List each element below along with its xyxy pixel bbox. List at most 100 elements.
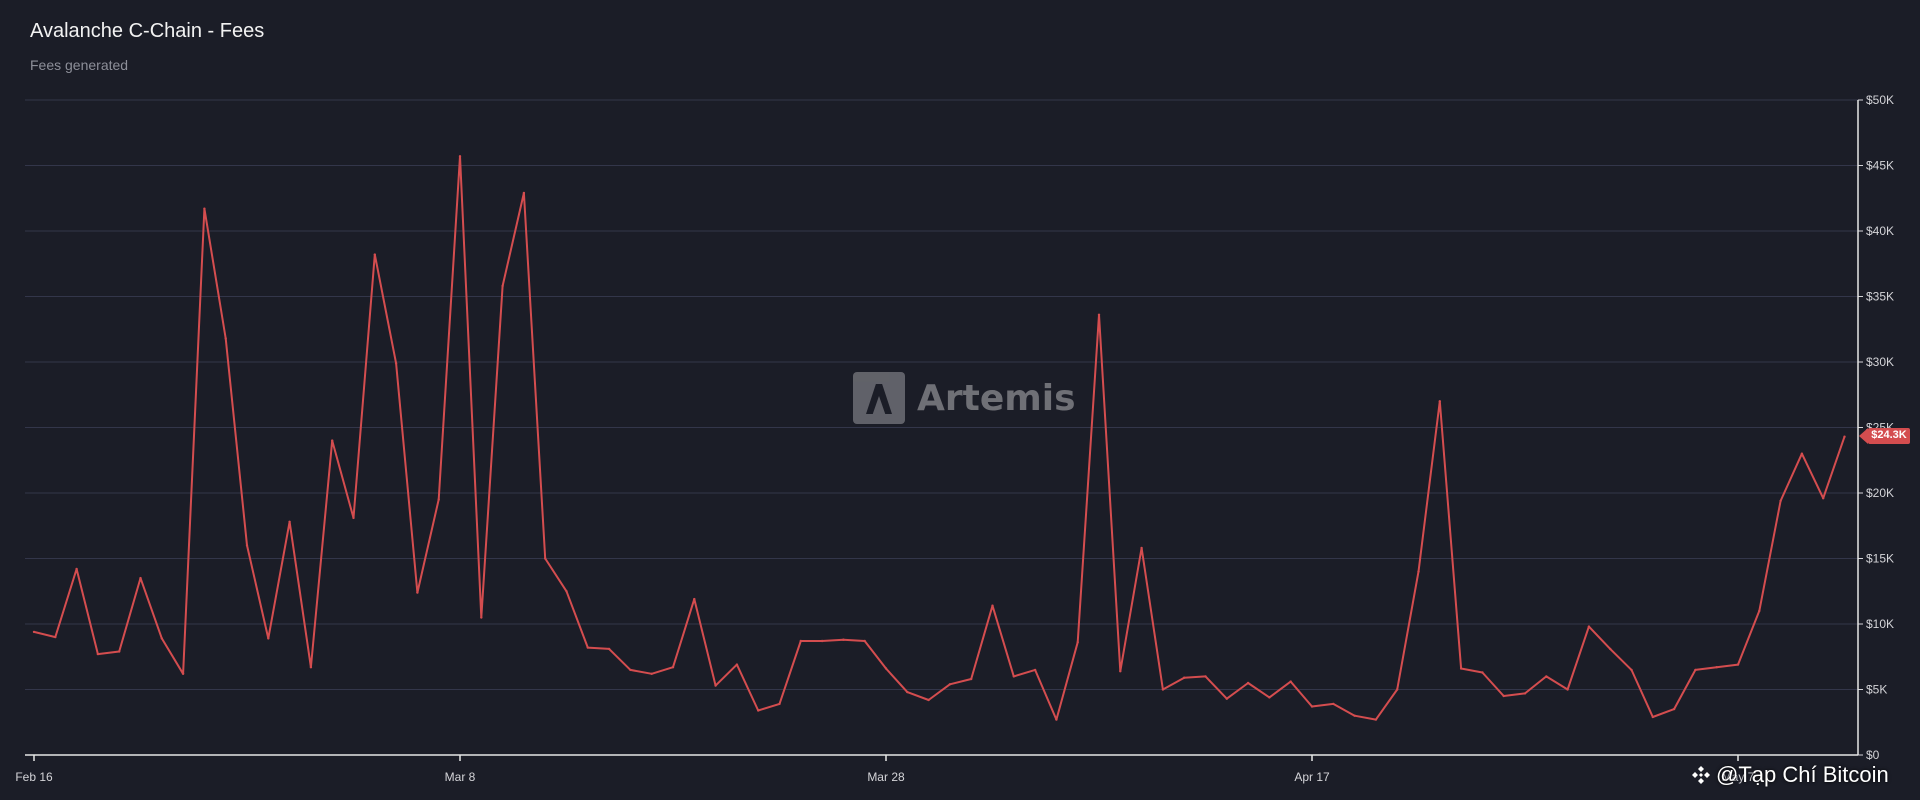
data-point <box>1076 641 1079 644</box>
data-point <box>1438 400 1442 403</box>
data-point <box>1523 692 1527 695</box>
data-point <box>1609 647 1612 651</box>
x-tick-label: Feb 16 <box>15 770 53 784</box>
data-point <box>1822 497 1825 500</box>
data-point <box>1225 697 1229 700</box>
data-point <box>1183 676 1186 679</box>
watermark: Artemis <box>853 372 1076 424</box>
data-point <box>437 498 440 501</box>
data-point <box>607 647 611 651</box>
x-tick-label: Apr 17 <box>1294 770 1330 784</box>
current-value-tag-pointer <box>1859 428 1868 444</box>
data-point <box>970 677 973 681</box>
artemis-logo-icon <box>853 372 905 424</box>
x-tick-label: May 7 <box>1722 770 1755 784</box>
data-point <box>629 668 632 672</box>
data-point <box>160 637 163 640</box>
data-point <box>373 253 376 256</box>
data-point <box>181 672 185 675</box>
data-point <box>1268 696 1271 699</box>
data-point <box>118 650 121 653</box>
data-point <box>288 520 291 523</box>
x-tick-label: Mar 8 <box>445 770 476 784</box>
data-point <box>501 284 504 288</box>
data-point <box>1736 663 1740 666</box>
data-point <box>267 637 270 640</box>
watermark-text: Artemis <box>917 377 1076 419</box>
data-point <box>1481 671 1484 674</box>
data-point <box>394 362 398 365</box>
data-point <box>352 516 355 520</box>
y-tick-label: $0 <box>1866 748 1880 762</box>
current-value-label: $24.3K <box>1871 429 1907 441</box>
data-point <box>650 672 653 675</box>
data-point <box>1694 668 1697 672</box>
data-point <box>820 639 824 643</box>
data-point <box>693 597 696 601</box>
fees-series-line <box>33 155 1846 721</box>
data-point <box>139 576 142 580</box>
y-tick-label: $35K <box>1866 290 1894 304</box>
data-point <box>1119 670 1122 673</box>
data-point <box>1779 499 1782 503</box>
data-point <box>714 684 717 687</box>
y-tick-label: $15K <box>1866 552 1894 566</box>
data-point <box>948 683 952 686</box>
data-point <box>1715 666 1718 669</box>
data-point <box>884 667 888 670</box>
chart-subtitle: Fees generated <box>30 57 129 73</box>
data-point <box>75 567 78 571</box>
data-point <box>1545 675 1548 678</box>
grid-lines <box>25 99 1858 690</box>
data-point <box>671 666 675 669</box>
data-point <box>96 652 100 656</box>
y-tick-label: $40K <box>1866 224 1894 238</box>
data-point <box>735 663 739 666</box>
data-point <box>863 639 866 643</box>
data-point <box>1204 675 1207 678</box>
data-point <box>1630 668 1633 672</box>
data-point <box>757 709 760 712</box>
credit-text: @Tạp Chí Bitcoin <box>1716 762 1889 787</box>
data-point <box>309 666 313 669</box>
data-point <box>991 604 994 607</box>
data-point <box>458 155 462 158</box>
data-point <box>1353 714 1356 717</box>
data-point <box>32 630 36 634</box>
data-point <box>586 646 589 649</box>
data-point <box>1310 705 1314 708</box>
data-point <box>54 635 57 639</box>
axes: $0$5K$10K$15K$20K$25K$30K$35K$40K$45K$50… <box>15 93 1894 784</box>
data-point <box>1758 609 1761 613</box>
data-point <box>224 337 227 340</box>
data-point <box>1161 688 1165 691</box>
data-point <box>565 590 568 593</box>
data-point <box>416 591 419 594</box>
data-point <box>927 698 930 702</box>
data-point <box>480 616 483 619</box>
data-point <box>1502 694 1505 698</box>
y-tick-label: $20K <box>1866 486 1894 500</box>
y-tick-label: $10K <box>1866 617 1894 631</box>
series-layer <box>32 155 1846 721</box>
data-point <box>1097 313 1101 316</box>
data-point <box>778 702 781 706</box>
binance-logo-icon <box>1690 764 1712 786</box>
data-point <box>1332 702 1335 706</box>
data-point <box>1672 707 1676 711</box>
data-point <box>1843 435 1846 438</box>
data-point <box>1055 718 1058 721</box>
data-point <box>544 557 547 560</box>
data-point <box>1033 668 1037 672</box>
data-point <box>331 439 334 442</box>
x-tick-label: Mar 28 <box>867 770 905 784</box>
chart-title: Avalanche C-Chain - Fees <box>30 20 265 42</box>
data-point <box>842 638 845 641</box>
data-point <box>1374 718 1378 721</box>
data-point <box>799 639 802 643</box>
y-tick-label: $5K <box>1866 683 1887 697</box>
data-point <box>203 207 206 210</box>
data-point <box>1289 680 1292 683</box>
current-value-tag <box>1868 428 1910 444</box>
y-tick-label: $45K <box>1866 159 1894 173</box>
